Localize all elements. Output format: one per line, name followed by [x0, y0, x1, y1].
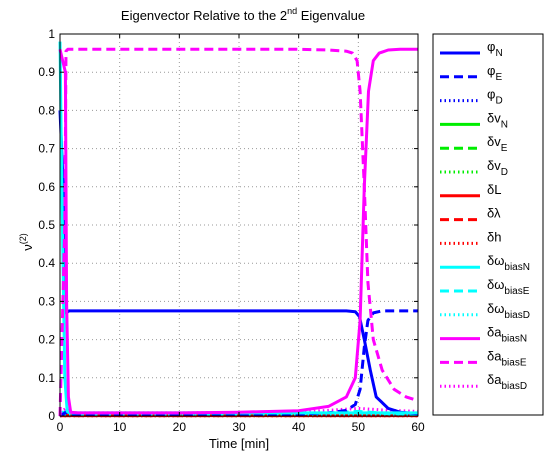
- x-tick-label: 50: [352, 420, 366, 434]
- legend-box: [432, 33, 544, 416]
- legend-label-3: δvN: [487, 110, 508, 130]
- x-tick-label: 60: [411, 420, 425, 434]
- y-tick-label: 0.1: [38, 371, 55, 385]
- legend: φN φE φD δvN δvE δvD δL δλ δh δωbiasN δωbiasE δωbia…: [440, 39, 530, 392]
- y-tick-label: 0.6: [38, 180, 55, 194]
- series-line-13: [58, 47, 419, 417]
- y-tick-label: 0.9: [38, 65, 55, 79]
- y-tick-label: 0.3: [38, 294, 55, 308]
- y-tick-label: 0.5: [38, 218, 55, 232]
- y-axis-label: ν(2): [18, 233, 35, 251]
- x-tick-label: 30: [232, 420, 246, 434]
- series-line-12: [58, 47, 418, 415]
- legend-label-5: δvD: [487, 158, 508, 178]
- legend-label-12: δabiasN: [487, 325, 527, 345]
- x-tick-label: 10: [113, 420, 127, 434]
- axis-ticks: 0 10 20 30 40 50 60 0 0.1 0.2 0.3 0.4 0.5 0.6 0.7 0.8 0.…: [38, 27, 425, 434]
- legend-label-8: δh: [487, 229, 501, 244]
- legend-label-11: δωbiasD: [487, 301, 530, 321]
- legend-label-6: δL: [487, 182, 501, 197]
- series-line-1: [59, 309, 418, 418]
- series-group: [58, 41, 419, 418]
- y-tick-label: 0: [48, 409, 55, 423]
- legend-label-4: δvE: [487, 134, 508, 154]
- y-tick-label: 0.4: [38, 256, 55, 270]
- y-tick-label: 0.8: [38, 103, 55, 117]
- legend-label-10: δωbiasE: [487, 277, 530, 297]
- y-tick-label: 1: [48, 27, 55, 41]
- legend-label-7: δλ: [487, 206, 501, 221]
- x-tick-label: 0: [57, 420, 64, 434]
- y-tick-label: 0.7: [38, 142, 55, 156]
- legend-label-14: δabiasD: [487, 372, 527, 392]
- legend-label-9: δωbiasN: [487, 253, 530, 273]
- chart-title: Eigenvector Relative to the 2nd Eigenval…: [121, 6, 365, 23]
- x-tick-label: 40: [292, 420, 306, 434]
- y-tick-label: 0.2: [38, 333, 55, 347]
- x-tick-label: 20: [173, 420, 187, 434]
- legend-label-0: φN: [487, 39, 503, 59]
- legend-label-2: φD: [487, 87, 503, 107]
- legend-label-13: δabiasE: [487, 348, 527, 368]
- x-axis-label: Time [min]: [209, 436, 269, 451]
- legend-label-1: φE: [487, 63, 502, 83]
